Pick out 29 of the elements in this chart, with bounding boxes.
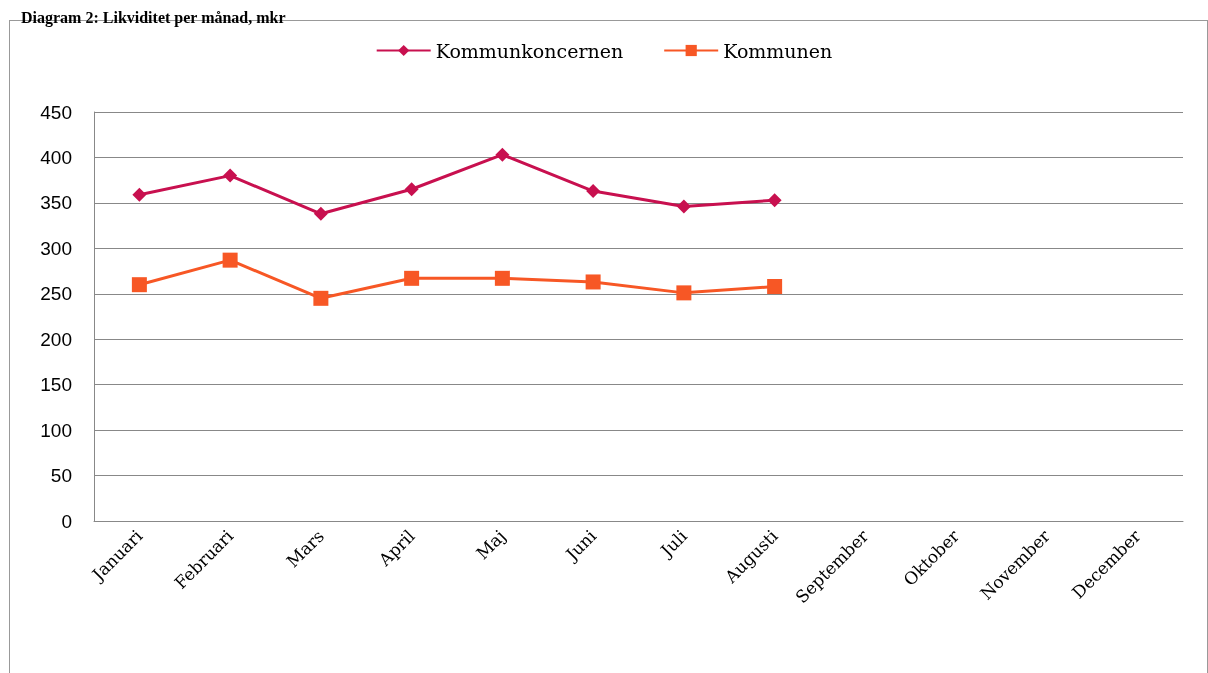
point xyxy=(131,277,147,293)
point xyxy=(132,187,147,202)
point xyxy=(767,279,783,295)
y-tick-label: 300 xyxy=(40,237,72,259)
point xyxy=(494,270,510,286)
point xyxy=(585,274,601,290)
point xyxy=(222,252,238,268)
y-tick-label: 350 xyxy=(40,192,72,214)
point xyxy=(495,147,510,162)
y-tick-label: 150 xyxy=(40,374,72,396)
y-tick-label: 0 xyxy=(61,510,72,532)
point xyxy=(223,168,238,183)
y-tick-label: 250 xyxy=(40,283,72,305)
point xyxy=(313,290,329,306)
chart-title: Diagram 2: Likviditet per månad, mkr xyxy=(21,8,286,27)
point xyxy=(404,270,420,286)
y-tick-label: 50 xyxy=(50,465,72,487)
point xyxy=(676,199,691,214)
point xyxy=(404,182,419,197)
point xyxy=(313,206,328,221)
point xyxy=(676,285,692,301)
point xyxy=(767,193,782,208)
y-tick-label: 100 xyxy=(40,419,72,441)
y-tick-label: 200 xyxy=(40,328,72,350)
y-tick-label: 400 xyxy=(40,146,72,168)
legend-label: Kommunen xyxy=(723,39,833,62)
point xyxy=(586,184,601,199)
y-tick-label: 450 xyxy=(40,101,72,123)
legend-label: Kommunkoncernen xyxy=(435,39,624,62)
